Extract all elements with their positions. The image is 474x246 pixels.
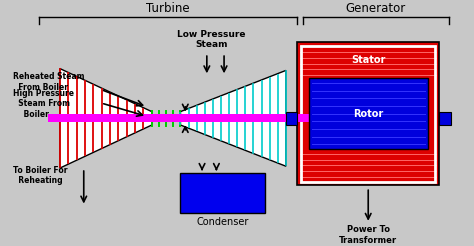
Bar bbox=[309, 78, 428, 149]
Text: Rotor: Rotor bbox=[353, 108, 383, 119]
Text: Generator: Generator bbox=[346, 2, 406, 15]
Text: High Pressure
  Steam From
    Boiler: High Pressure Steam From Boiler bbox=[13, 89, 74, 119]
Bar bbox=[297, 42, 439, 185]
Text: To Boiler For
  Reheating: To Boiler For Reheating bbox=[13, 166, 67, 185]
Text: Turbine: Turbine bbox=[146, 2, 190, 15]
Bar bbox=[181, 173, 265, 213]
Polygon shape bbox=[60, 69, 152, 168]
Bar bbox=[286, 112, 297, 125]
Bar bbox=[48, 114, 315, 122]
Bar bbox=[301, 46, 435, 182]
Bar bbox=[439, 112, 451, 125]
Text: Condenser: Condenser bbox=[196, 217, 249, 227]
Text: Stator: Stator bbox=[351, 55, 385, 65]
Polygon shape bbox=[181, 70, 286, 166]
Text: Low Pressure
Steam: Low Pressure Steam bbox=[177, 30, 246, 49]
Text: Reheated Steam
  From Boiler: Reheated Steam From Boiler bbox=[13, 72, 84, 92]
Text: Power To
Transformer: Power To Transformer bbox=[339, 226, 397, 245]
Bar bbox=[315, 113, 332, 124]
